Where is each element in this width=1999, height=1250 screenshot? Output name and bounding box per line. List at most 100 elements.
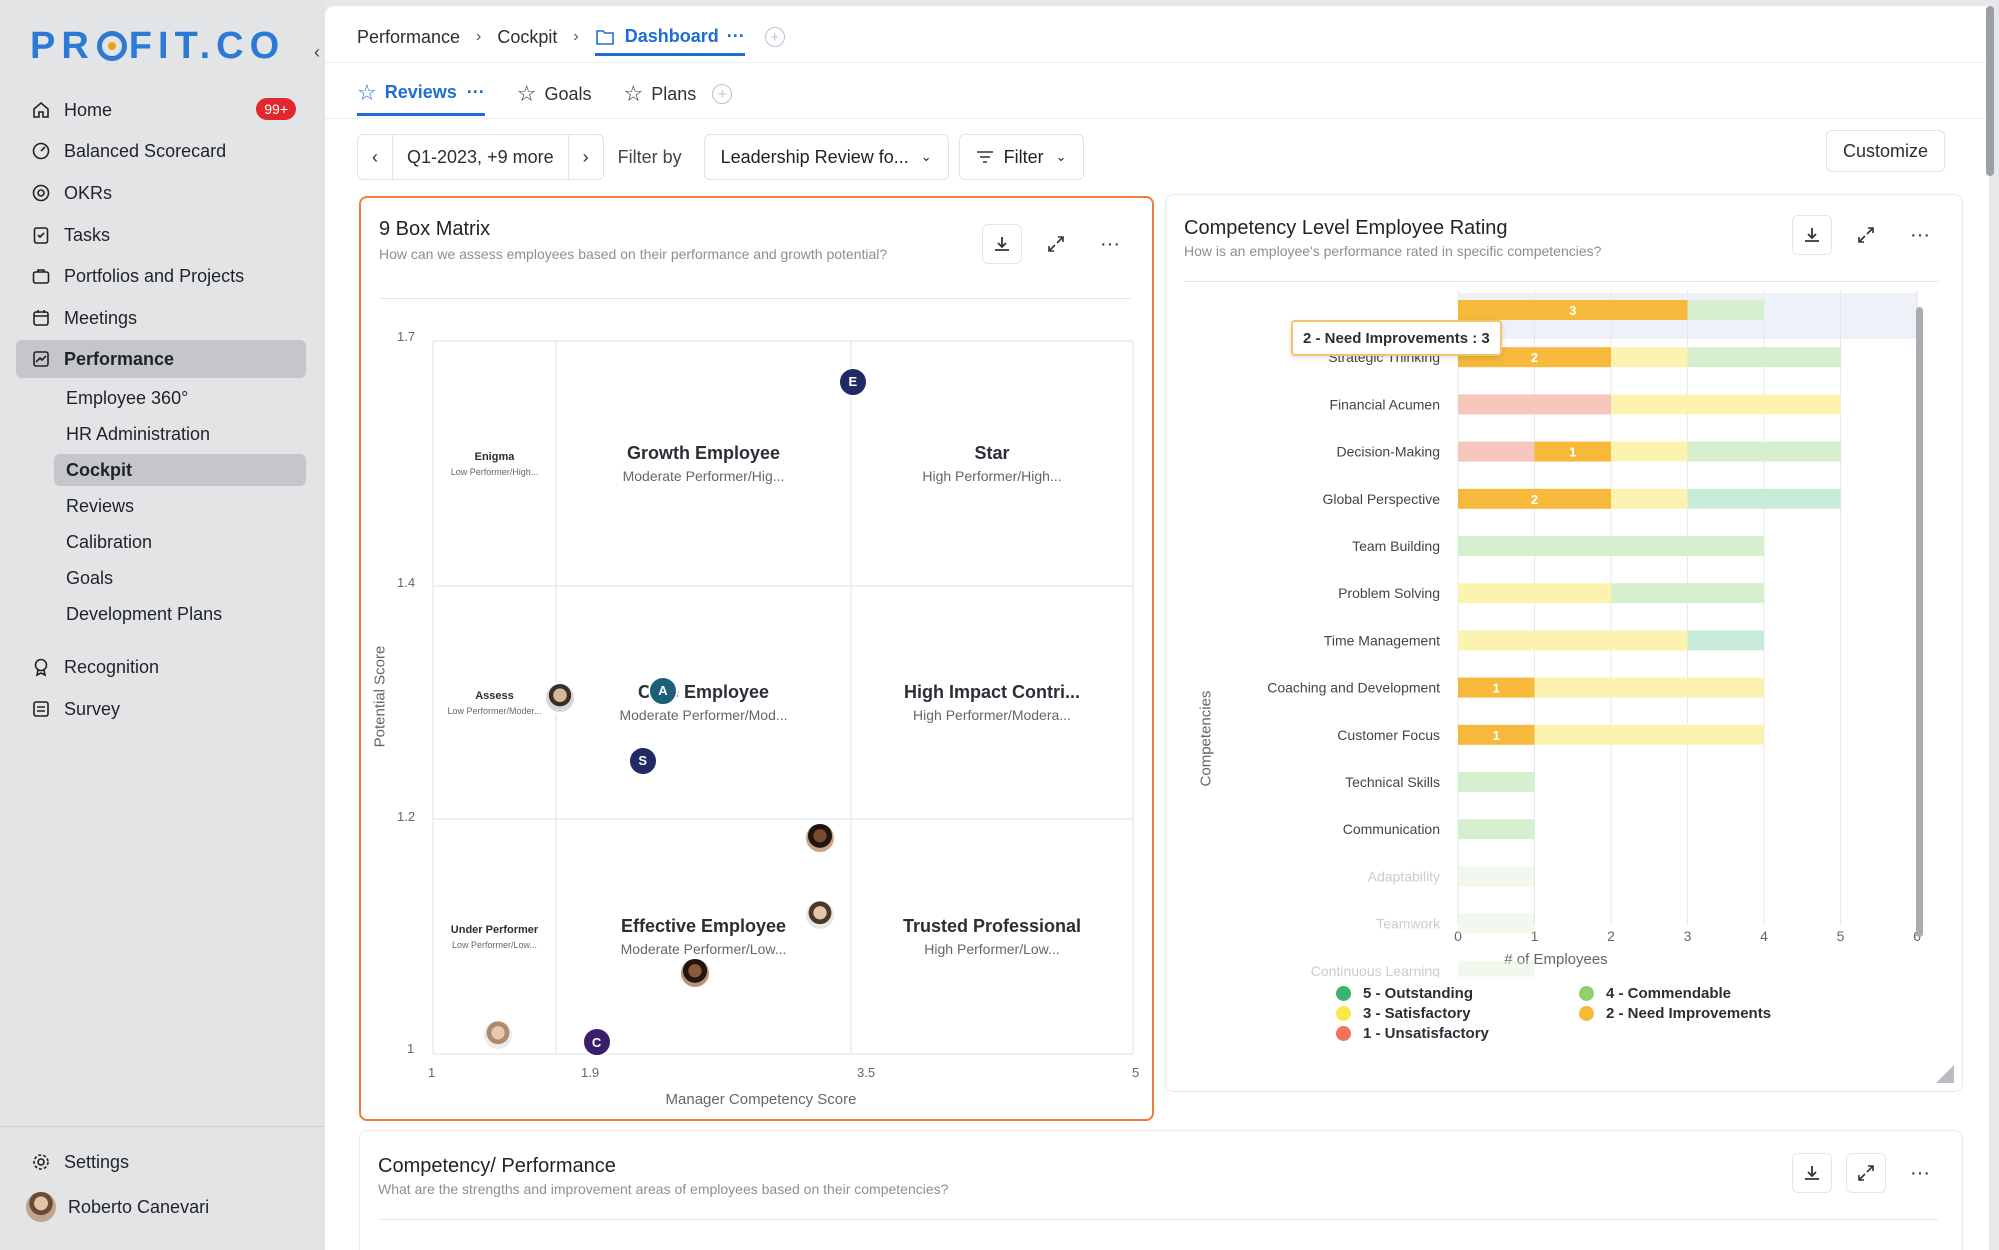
period-selector[interactable]: Q1-2023, +9 more — [392, 135, 569, 179]
sidebar-item-settings[interactable]: Settings — [16, 1143, 306, 1181]
legend-item[interactable]: 1 - Unsatisfactory — [1336, 1025, 1489, 1042]
sidebar-item-survey[interactable]: Survey — [16, 690, 306, 728]
sidebar-item-balanced-scorecard[interactable]: Balanced Scorecard — [16, 132, 306, 170]
bar-segment[interactable] — [1458, 960, 1535, 981]
resize-handle-icon[interactable] — [1934, 1063, 1956, 1085]
bar-segment[interactable] — [1534, 724, 1765, 745]
employee-photo-marker[interactable] — [804, 822, 836, 854]
employee-photo-marker[interactable] — [804, 899, 836, 931]
tab-more-button[interactable]: ··· — [466, 82, 485, 102]
nine-box-cell-core-employee[interactable]: Core Employee Moderate Performer/Mod... — [556, 586, 851, 819]
legend-item[interactable]: 2 - Need Improvements — [1579, 1005, 1771, 1022]
bar-segment[interactable] — [1611, 488, 1688, 509]
bar-segment[interactable] — [1687, 441, 1841, 462]
bar-segment[interactable] — [1534, 677, 1765, 698]
bar-segment[interactable] — [1458, 724, 1535, 745]
legend-item[interactable]: 5 - Outstanding — [1336, 985, 1473, 1002]
sidebar-subitem-hr-administration[interactable]: HR Administration — [66, 423, 211, 444]
sidebar-subitem-reviews[interactable]: Reviews — [66, 495, 135, 516]
legend-item[interactable]: 4 - Commendable — [1579, 985, 1731, 1002]
bar-segment[interactable] — [1458, 300, 1688, 320]
add-tab-icon[interactable]: + — [712, 84, 733, 104]
customize-button[interactable]: Customize — [1825, 130, 1945, 172]
download-icon[interactable] — [1792, 215, 1832, 255]
add-dashboard-icon[interactable]: + — [764, 27, 785, 47]
bar-segment[interactable] — [1687, 488, 1841, 509]
sidebar-subitem-employee-360[interactable]: Employee 360° — [66, 387, 189, 408]
sidebar-item-okrs[interactable]: OKRs — [16, 174, 306, 212]
breadcrumb-performance[interactable]: Performance — [357, 26, 461, 47]
bar-segment[interactable] — [1611, 583, 1764, 604]
bar-segment[interactable] — [1458, 536, 1764, 556]
page-scrollbar[interactable] — [1986, 6, 1994, 176]
previous-period-button[interactable]: ‹ — [372, 146, 378, 167]
legend-item[interactable]: 3 - Satisfactory — [1336, 1005, 1471, 1022]
profit-co-logo[interactable]: PR FIT.CO — [30, 25, 285, 67]
collapse-sidebar-button[interactable]: ‹ — [314, 42, 320, 62]
bar-segment[interactable] — [1458, 441, 1535, 462]
sidebar-subitem-cockpit[interactable]: Cockpit — [54, 454, 306, 486]
user-profile[interactable]: Roberto Canevari — [16, 1188, 306, 1226]
bar-segment[interactable] — [1458, 630, 1688, 651]
bar-segment[interactable] — [1458, 913, 1535, 934]
tab-plans[interactable]: ☆ Plans + — [624, 72, 733, 116]
bar-segment[interactable] — [1458, 394, 1611, 415]
download-icon[interactable] — [1792, 1153, 1832, 1193]
bar-segment[interactable] — [1611, 441, 1688, 462]
employee-marker[interactable]: S — [627, 745, 658, 776]
filter-button[interactable]: Filter ⌄ — [958, 134, 1084, 180]
employee-photo-marker[interactable] — [679, 957, 711, 989]
bar-segment[interactable] — [1611, 394, 1841, 415]
review-select[interactable]: Leadership Review fo... ⌄ — [703, 134, 949, 180]
more-options-icon[interactable]: ··· — [1910, 1161, 1930, 1184]
bar-segment[interactable] — [1458, 677, 1535, 698]
expand-icon[interactable] — [1846, 1153, 1886, 1193]
next-period-button[interactable]: › — [582, 146, 589, 167]
download-icon[interactable] — [982, 224, 1022, 264]
sidebar-item-meetings[interactable]: Meetings — [16, 299, 306, 337]
bar-segment[interactable] — [1458, 866, 1535, 887]
bar-segment[interactable] — [1611, 347, 1688, 368]
sidebar-item-portfolios[interactable]: Portfolios and Projects — [16, 257, 306, 295]
expand-icon[interactable] — [1846, 215, 1886, 255]
nine-box-cell-growth-employee[interactable]: Growth Employee Moderate Performer/Hig..… — [556, 341, 851, 586]
tab-goals[interactable]: ☆ Goals — [517, 72, 592, 116]
nine-box-card[interactable]: 9 Box Matrix How can we assess employees… — [359, 196, 1154, 1121]
bar-segment[interactable] — [1458, 583, 1611, 604]
nine-box-cell-star[interactable]: Star High Performer/High... — [851, 341, 1133, 586]
competency-rating-card[interactable]: Competency Level Employee Rating How is … — [1165, 194, 1963, 1092]
bar-segment[interactable] — [1458, 819, 1535, 840]
sidebar-item-home[interactable]: Home 99+ — [16, 91, 306, 129]
sidebar-item-recognition[interactable]: Recognition — [16, 648, 306, 686]
more-options-icon[interactable]: ··· — [1100, 232, 1120, 255]
nine-box-cell-enigma[interactable]: Enigma Low Performer/High... — [433, 341, 556, 586]
bar-segment[interactable] — [1687, 300, 1765, 320]
nine-box-cell-effective-employee[interactable]: Effective Employee Moderate Performer/Lo… — [556, 819, 851, 1054]
nine-box-cell-trusted-professional[interactable]: Trusted Professional High Performer/Low.… — [851, 819, 1133, 1054]
bar-segment[interactable] — [1458, 772, 1535, 792]
sidebar-subitem-goals[interactable]: Goals — [66, 567, 114, 588]
bar-segment[interactable] — [1458, 488, 1611, 509]
sidebar-item-tasks[interactable]: Tasks — [16, 216, 306, 254]
sidebar-subitem-calibration[interactable]: Calibration — [66, 531, 153, 552]
employee-photo-marker[interactable] — [482, 1019, 514, 1051]
bar-segment[interactable] — [1687, 347, 1841, 368]
dashboard-more-button[interactable]: ··· — [726, 26, 745, 46]
sidebar-subitem-development-plans[interactable]: Development Plans — [66, 603, 223, 624]
employee-marker[interactable]: E — [837, 366, 868, 397]
competency-performance-card[interactable]: Competency/ Performance What are the str… — [359, 1130, 1963, 1250]
nine-box-cell-high-impact[interactable]: High Impact Contri... High Performer/Mod… — [851, 586, 1133, 819]
bar-segment[interactable] — [1534, 441, 1612, 462]
more-options-icon[interactable]: ··· — [1910, 223, 1930, 246]
breadcrumb-dashboard[interactable]: Dashboard ··· — [594, 26, 745, 56]
breadcrumb-cockpit[interactable]: Cockpit — [497, 26, 558, 47]
nine-box-cell-under-performer[interactable]: Under Performer Low Performer/Low... — [433, 819, 556, 1054]
bar-segment[interactable] — [1687, 630, 1765, 651]
employee-marker[interactable]: C — [581, 1027, 612, 1058]
sidebar-item-performance[interactable]: Performance — [16, 340, 306, 378]
nine-box-cell-assess[interactable]: Assess Low Performer/Moder... — [433, 586, 556, 819]
expand-icon[interactable] — [1036, 224, 1076, 264]
employee-marker[interactable]: A — [647, 675, 678, 706]
chart-scrollbar[interactable] — [1916, 307, 1923, 937]
employee-photo-marker[interactable] — [544, 682, 576, 714]
